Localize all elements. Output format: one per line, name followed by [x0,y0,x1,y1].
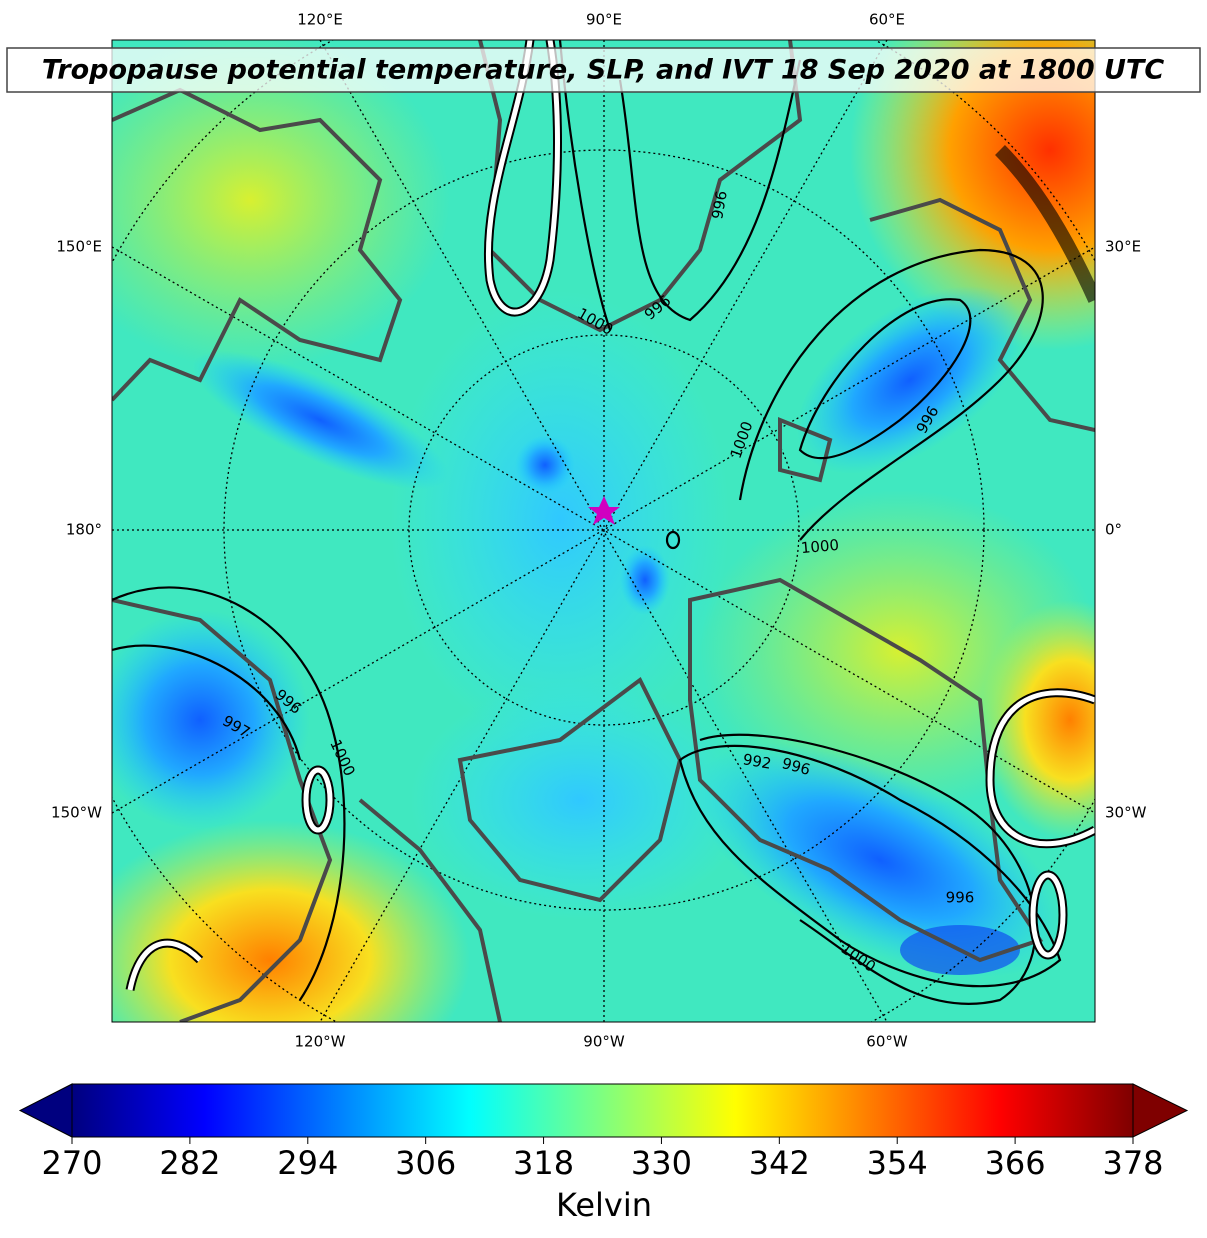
longitude-label: 30°W [1105,804,1147,822]
longitude-label: 90°W [583,1033,625,1051]
longitude-label: 150°E [56,238,102,256]
longitude-label: 60°E [869,11,905,29]
colorbar-label: Kelvin [556,1186,652,1224]
contour-label: 996 [946,889,975,907]
longitude-label: 30°E [1105,238,1141,256]
colorbar-tick-label: 294 [277,1144,338,1182]
colorbar-tick-label: 330 [631,1144,692,1182]
longitude-label: 60°W [866,1033,908,1051]
title-box [6,47,1201,93]
longitude-label: 180° [66,521,102,539]
longitude-label: 120°E [297,11,343,29]
star-marker [588,496,620,525]
colorbar-tick-label: 306 [395,1144,456,1182]
longitude-label: 150°W [51,804,102,822]
colorbar-tick-label: 282 [159,1144,220,1182]
colorbar-extend-high [1132,1083,1189,1138]
lon-label-group: 120°E 90°E 60°E 120°W 90°W 60°W 150°E 180° 150°W… [51,11,1147,1051]
map-frame [111,39,1096,1023]
contour-label: 996 [708,189,731,220]
colorbar: 270 282 294 306 318 330 342 354 366 378 [18,1083,1189,1182]
slp-contours [112,40,1062,1006]
colorbar-tick-label: 378 [1102,1144,1163,1182]
colorbar-tick-label: 354 [867,1144,928,1182]
colorbar-tick-label: 366 [985,1144,1046,1182]
contour-label: 992 [741,750,772,773]
title: Tropopause potential temperature, SLP, a… [42,55,1165,86]
colorbar-tick-label: 270 [41,1144,102,1182]
graticule [112,40,1095,1022]
ivt-contours [125,40,1095,991]
contour-label: 1000 [800,536,840,557]
colorbar-tick-label: 342 [749,1144,810,1182]
colorbar-tick-label: 318 [513,1144,574,1182]
longitude-label: 120°W [295,1033,346,1051]
longitude-label: 0° [1105,521,1122,539]
longitude-label: 90°E [586,11,622,29]
colorbar-extend-low [18,1083,73,1138]
map-field [112,40,1095,1022]
colorbar-scale [71,1083,1134,1138]
